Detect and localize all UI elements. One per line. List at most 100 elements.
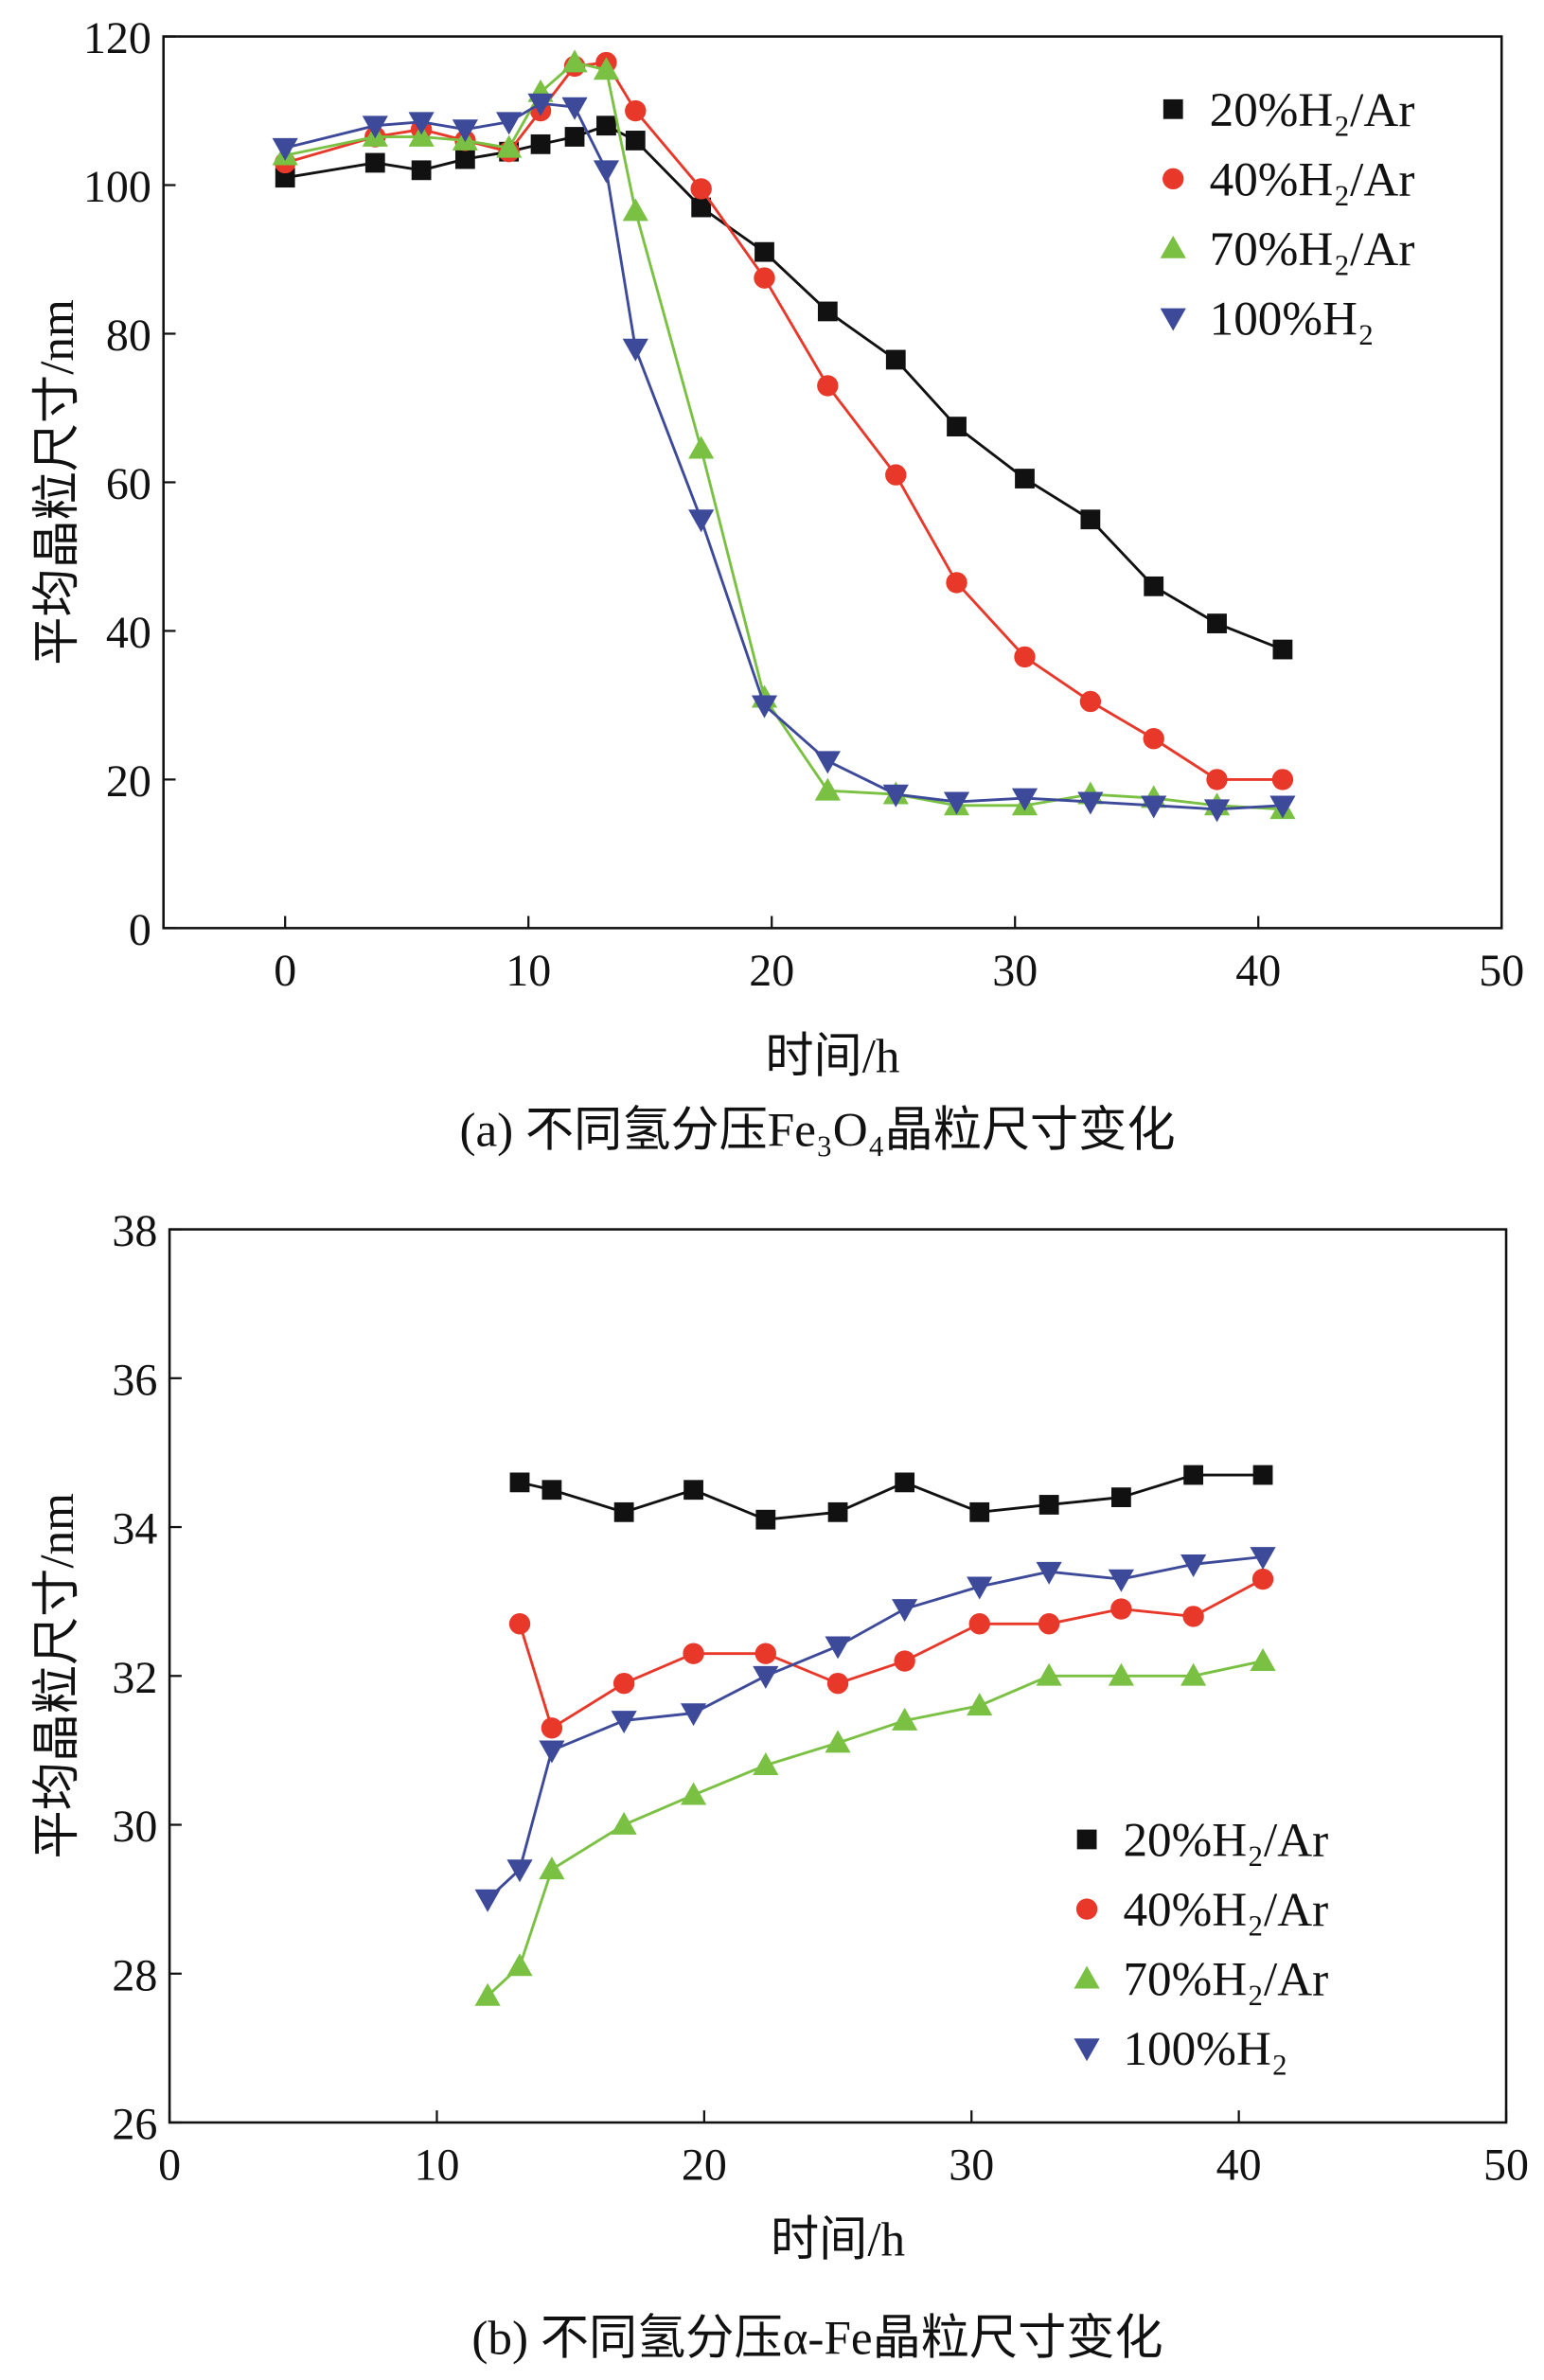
- data-point: [753, 1752, 779, 1776]
- data-point: [506, 1859, 533, 1883]
- data-point: [1110, 1598, 1132, 1620]
- data-point: [691, 197, 712, 218]
- data-point: [967, 1576, 993, 1600]
- data-point: [272, 137, 298, 161]
- data-point: [625, 131, 646, 151]
- data-point: [947, 417, 967, 436]
- legend-label: 20%H₂/Ar: [1123, 1814, 1328, 1868]
- data-point: [625, 99, 647, 122]
- data-point: [754, 267, 775, 289]
- legend-marker: [1075, 1898, 1098, 1920]
- data-point: [825, 1730, 851, 1753]
- legend-marker: [1160, 235, 1186, 258]
- data-point: [683, 1480, 703, 1501]
- y-tick-label: 80: [106, 311, 151, 361]
- data-point: [755, 1509, 776, 1530]
- data-point: [1272, 639, 1293, 660]
- data-point: [825, 1636, 851, 1660]
- data-point: [454, 149, 475, 169]
- data-point: [688, 509, 715, 533]
- data-point: [593, 57, 620, 80]
- y-axis-label: 平均晶粒尺寸/nm: [30, 1493, 84, 1859]
- chart-title: (b) 不同氢分压α-Fe晶粒尺寸变化: [471, 2312, 1162, 2366]
- x-tick-label: 40: [1216, 2140, 1262, 2191]
- y-tick-label: 38: [112, 1206, 157, 1256]
- data-point: [1038, 1613, 1060, 1635]
- legend-marker: [1162, 168, 1184, 190]
- x-tick-label: 20: [682, 2140, 727, 2191]
- legend-label: 20%H₂/Ar: [1210, 83, 1415, 137]
- y-tick-label: 100: [83, 162, 151, 212]
- y-tick-label: 60: [106, 459, 151, 509]
- x-tick-label: 30: [949, 2140, 994, 2191]
- x-tick-label: 20: [749, 946, 794, 996]
- y-axis-label: 平均晶粒尺寸/nm: [30, 299, 84, 666]
- data-point: [541, 1717, 563, 1739]
- data-point: [1015, 469, 1035, 488]
- legend-label: 40%H₂/Ar: [1123, 1883, 1328, 1937]
- data-point: [817, 301, 838, 322]
- series-line-0: [284, 124, 1284, 651]
- data-point: [968, 1613, 990, 1635]
- data-point: [496, 134, 523, 158]
- y-tick-label: 28: [112, 1950, 157, 2000]
- data-point: [1014, 646, 1036, 668]
- data-point: [506, 1953, 533, 1977]
- y-tick-label: 20: [106, 756, 151, 807]
- data-point: [885, 464, 907, 486]
- y-tick-label: 0: [129, 905, 151, 955]
- data-point: [452, 119, 478, 143]
- data-point: [527, 93, 554, 116]
- x-tick-label: 50: [1479, 946, 1524, 996]
- data-point: [1180, 1554, 1207, 1577]
- data-point: [1180, 1662, 1207, 1686]
- data-point: [688, 435, 715, 459]
- legend-label: 100%H₂: [1210, 293, 1375, 346]
- data-point: [408, 123, 435, 147]
- data-point: [1250, 1547, 1276, 1571]
- data-point: [474, 1982, 501, 2006]
- data-point: [561, 49, 588, 73]
- x-axis-label: 时间/h: [771, 2213, 905, 2267]
- data-point: [969, 1501, 990, 1522]
- data-point: [1080, 509, 1101, 530]
- data-point: [1144, 576, 1164, 596]
- series-line-3: [284, 101, 1284, 811]
- data-point: [1251, 1568, 1274, 1590]
- x-tick-label: 10: [414, 2140, 459, 2191]
- data-point: [408, 112, 435, 135]
- chart-b: 0 10 20 30 40 50 26 28 30 32 34 36 38 时间/h 平均晶粒尺寸/nm (b…: [30, 1206, 1529, 2365]
- y-tick-label: 30: [112, 1802, 157, 1852]
- data-point: [1077, 791, 1104, 815]
- data-point: [817, 375, 839, 397]
- series-line-2: [284, 61, 1284, 811]
- y-tick-label: 34: [112, 1504, 157, 1554]
- data-point: [1182, 1606, 1204, 1627]
- x-tick-label: 30: [992, 946, 1038, 996]
- legend-marker: [1162, 98, 1183, 119]
- data-point: [364, 152, 385, 173]
- data-point: [564, 127, 585, 147]
- legend-marker: [1076, 1829, 1097, 1850]
- data-point: [474, 1889, 501, 1912]
- x-tick-label: 0: [274, 946, 296, 996]
- data-point: [827, 1501, 848, 1522]
- legend-marker: [1074, 1965, 1100, 1989]
- data-point: [826, 1672, 849, 1695]
- x-tick-label: 40: [1235, 946, 1281, 996]
- data-point: [411, 160, 432, 181]
- data-point: [751, 695, 778, 719]
- data-point: [1206, 769, 1228, 790]
- data-point: [539, 1740, 565, 1764]
- data-point: [754, 1643, 777, 1664]
- data-point: [1269, 795, 1296, 819]
- chart-a: 0 10 20 30 40 50 0 20 40 60 80 100 120 时间/h 平均晶粒尺寸/nm (…: [30, 13, 1524, 1157]
- data-point: [496, 112, 523, 135]
- data-point: [892, 1707, 918, 1731]
- x-axis-label: 时间/h: [765, 1029, 899, 1083]
- data-point: [541, 1480, 562, 1501]
- data-point: [943, 791, 970, 815]
- data-point: [613, 1501, 634, 1522]
- data-point: [1108, 1662, 1134, 1686]
